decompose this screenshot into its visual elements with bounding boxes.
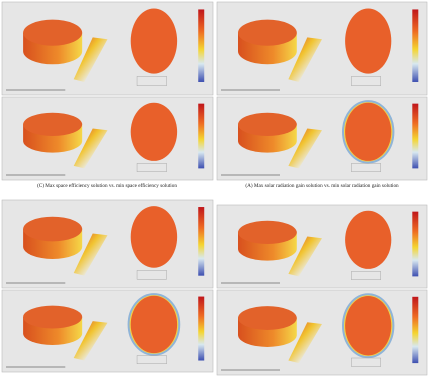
disk (345, 210, 392, 269)
color-bar (412, 211, 419, 277)
cylinder-top (238, 19, 297, 46)
color-strip (73, 321, 108, 361)
legend-box (136, 270, 167, 280)
color-bar (198, 9, 205, 82)
legend-box (351, 163, 381, 172)
disk (130, 102, 178, 161)
legend-box (351, 357, 381, 367)
color-bar (198, 296, 205, 361)
disk (345, 102, 392, 161)
legend-box (136, 76, 167, 86)
color-strip (73, 233, 108, 276)
disk (345, 295, 392, 356)
legend-box (351, 271, 381, 280)
color-bar (412, 103, 419, 169)
color-strip (288, 236, 322, 277)
cylinder-top (23, 216, 83, 242)
legend-box (136, 355, 167, 365)
disk (130, 8, 178, 74)
cylinder-top (238, 112, 297, 137)
color-bar (412, 9, 419, 82)
legend-box (136, 163, 167, 172)
caption: (A) Max solar radiation gain solution vs… (245, 182, 399, 189)
color-strip (288, 128, 322, 169)
cylinder-top (238, 306, 297, 330)
color-strip (288, 322, 322, 364)
legend-box (351, 76, 381, 86)
cylinder-top (23, 112, 83, 137)
cylinder-top (238, 220, 297, 245)
color-bar (198, 207, 205, 276)
color-bar (412, 296, 419, 364)
color-strip (73, 37, 108, 82)
cylinder-top (23, 305, 83, 329)
color-strip (288, 37, 322, 82)
color-strip (73, 128, 108, 169)
disk (345, 8, 392, 74)
panel (216, 1, 428, 96)
cylinder-top (23, 19, 83, 46)
caption: (C) Max space efficiency solution vs. mi… (37, 182, 177, 189)
color-bar (198, 103, 205, 169)
disk (130, 206, 178, 268)
disk (130, 295, 178, 354)
